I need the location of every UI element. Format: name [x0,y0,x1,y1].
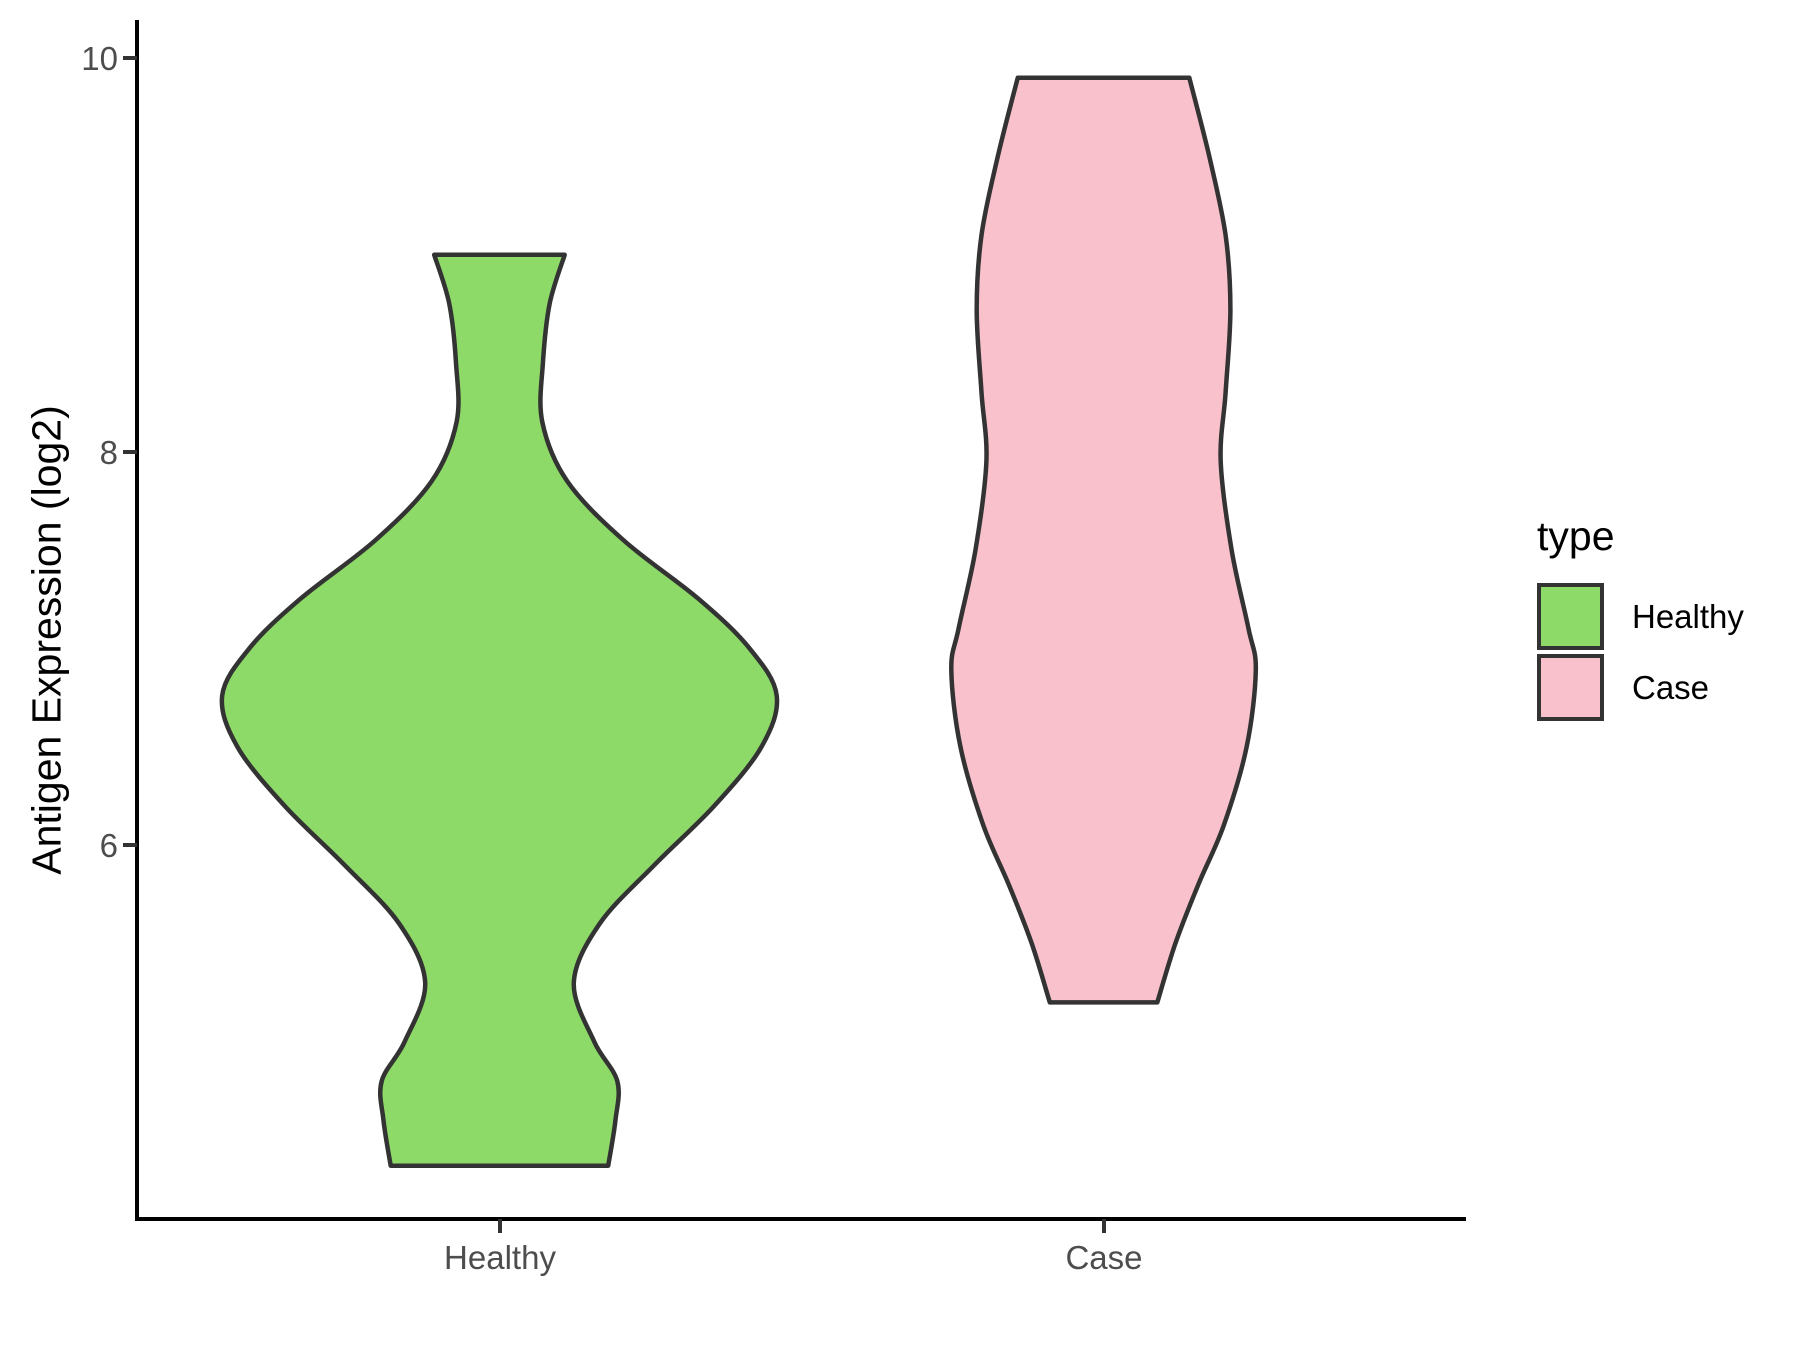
legend-key-healthy-swatch [1537,583,1604,650]
violin-layer [219,75,1259,1168]
y-tick-label-6: 6 [99,827,118,864]
violin-healthy [219,252,780,1168]
violin-case [949,75,1259,1005]
x-category-label-case: Case [1065,1239,1143,1276]
legend-label-case: Case [1632,669,1710,706]
legend-key-case-swatch [1537,654,1604,721]
x-category-label-healthy: Healthy [444,1239,556,1276]
y-tick-label-8: 8 [99,434,118,471]
legend-title: type [1537,513,1615,559]
legend-label-healthy: Healthy [1632,598,1744,635]
y-axis-title: Antigen Expression (log2) [23,405,70,875]
y-tick-label-10: 10 [81,40,118,77]
